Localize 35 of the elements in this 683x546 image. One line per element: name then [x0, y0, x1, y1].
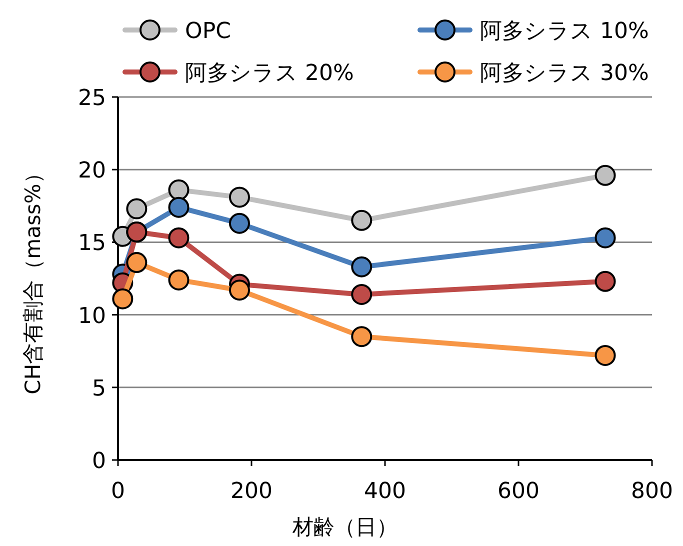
legend-label: 阿多シラス 20% — [185, 61, 354, 86]
point — [351, 256, 372, 278]
point — [594, 164, 616, 186]
legend-label: 阿多シラス 30% — [480, 61, 649, 86]
point — [594, 344, 616, 366]
point — [168, 179, 190, 200]
point — [351, 284, 372, 305]
point — [126, 198, 148, 220]
legend-label: 阿多シラス 10% — [480, 19, 649, 44]
point — [228, 212, 250, 234]
y-tick-label: 15 — [78, 231, 106, 256]
y-tick-label: 25 — [78, 86, 106, 111]
point — [126, 252, 148, 274]
legend-label: OPC — [185, 19, 231, 44]
point — [168, 196, 190, 218]
point — [594, 270, 616, 292]
point — [228, 280, 250, 301]
x-tick-label: 200 — [230, 479, 272, 504]
x-tick-label: 400 — [364, 479, 406, 504]
x-tick-label: 800 — [631, 479, 673, 504]
y-axis-title: CH含有割合（mass%） — [21, 162, 45, 394]
point — [168, 269, 190, 290]
x-axis-title: 材齢（日） — [292, 515, 398, 539]
point — [594, 227, 616, 248]
y-tick-label: 10 — [78, 304, 106, 329]
point — [112, 288, 134, 310]
y-tick-label: 20 — [78, 158, 106, 184]
point — [168, 227, 190, 248]
point — [351, 210, 372, 231]
point — [228, 186, 250, 208]
y-tick-label: 0 — [92, 449, 106, 474]
x-tick-label: 0 — [111, 479, 125, 504]
y-tick-label: 5 — [92, 376, 106, 402]
x-tick-label: 600 — [498, 479, 540, 504]
point — [351, 326, 372, 348]
